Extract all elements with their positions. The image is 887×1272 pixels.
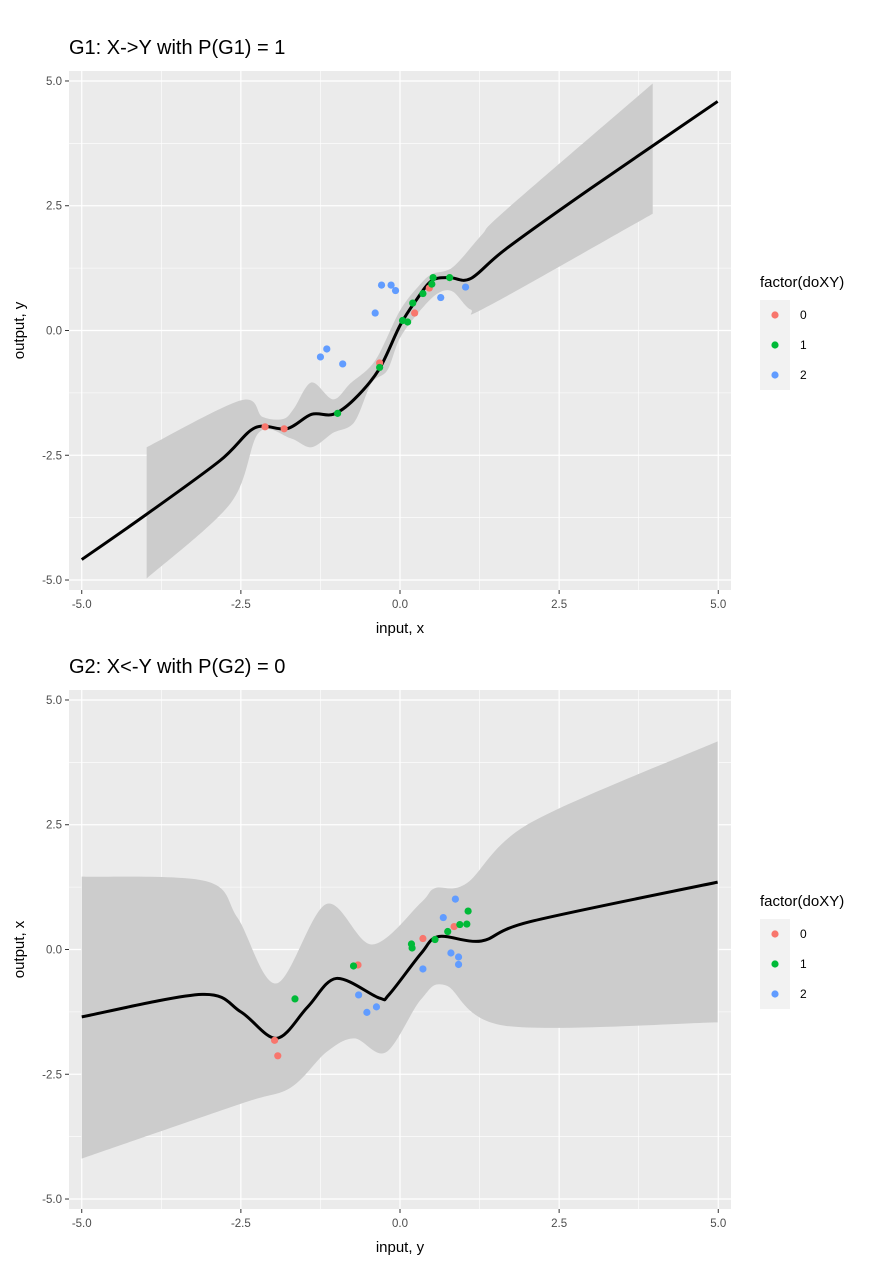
y-tick-label: 2.5: [46, 201, 62, 213]
data-point-level-1: [456, 920, 464, 929]
data-point-level-2: [372, 1003, 381, 1011]
y-tick-label: 2.5: [46, 820, 62, 832]
data-point-level-1: [446, 274, 454, 282]
data-point-level-2: [323, 345, 331, 353]
legend-title: factor(doXY): [760, 893, 844, 910]
data-point-level-2: [447, 949, 455, 957]
y-tick-label: 0.0: [46, 945, 62, 957]
x-tick-label: 2.5: [551, 1218, 567, 1230]
data-point-level-2: [454, 960, 463, 969]
legend-label: 1: [800, 957, 807, 971]
data-point-level-0: [280, 425, 288, 433]
data-point-level-1: [431, 935, 439, 944]
legend-title: factor(doXY): [760, 274, 844, 291]
legend-label: 2: [800, 987, 807, 1001]
data-point-level-0: [274, 1052, 282, 1060]
data-point-level-1: [464, 907, 472, 915]
data-point-level-1: [334, 409, 342, 417]
legend-label: 0: [800, 927, 807, 941]
legend-key-point-2: [771, 990, 779, 998]
legend: factor(doXY) 0 1 2: [760, 893, 844, 1009]
data-point-level-2: [363, 1008, 371, 1016]
data-point-level-1: [409, 299, 417, 307]
legend-key-point-1: [771, 960, 779, 968]
legend-key-point-0: [771, 311, 779, 319]
y-tick-label: -5.0: [42, 1194, 62, 1206]
y-axis-title: output, x: [11, 920, 28, 978]
confidence-ribbon: [81, 741, 718, 1159]
x-tick-label: 0.0: [392, 599, 408, 611]
legend-label: 0: [800, 308, 807, 322]
y-tick-label: -2.5: [42, 1069, 62, 1081]
data-point-level-2: [391, 286, 400, 295]
data-point-level-2: [439, 913, 447, 922]
legend-key-point-0: [771, 930, 779, 938]
y-tick-label: 5.0: [46, 76, 62, 88]
x-tick-label: -5.0: [72, 599, 92, 611]
y-axis-title: output, y: [11, 301, 28, 359]
data-point-level-1: [376, 363, 384, 372]
data-point-level-1: [408, 944, 416, 952]
x-tick-label: -5.0: [72, 1218, 92, 1230]
legend-label: 1: [800, 338, 807, 352]
confidence-ribbon: [146, 83, 653, 579]
panel-g2: G2: X<-Y with P(G2) = 0 -5.0 -2.5 0.0 2.5 5.0…: [11, 656, 844, 1256]
data-point-level-2: [387, 281, 395, 289]
x-tick-label: -2.5: [231, 599, 251, 611]
x-axis-title: input, y: [376, 1239, 425, 1256]
panel-g1: G1: X->Y with P(G1) = 1 -5.0 -2.5 0.0 2.5 5.0…: [11, 37, 844, 637]
y-tick-label: 5.0: [46, 695, 62, 707]
legend: factor(doXY) 0 1 2: [760, 274, 844, 390]
data-point-level-1: [428, 280, 436, 288]
data-point-level-2: [437, 293, 445, 302]
x-tick-label: 5.0: [710, 1218, 726, 1230]
data-point-level-2: [461, 283, 470, 291]
data-point-level-1: [349, 962, 358, 970]
chart-title: G2: X<-Y with P(G2) = 0: [69, 656, 285, 678]
data-point-level-1: [463, 920, 471, 928]
y-tick-label: 0.0: [46, 326, 62, 338]
data-point-level-0: [419, 934, 427, 943]
data-point-level-1: [419, 289, 427, 298]
x-tick-label: 5.0: [710, 599, 726, 611]
data-point-level-0: [271, 1036, 279, 1044]
y-tick-label: -2.5: [42, 450, 62, 462]
x-axis-title: input, x: [376, 620, 425, 637]
x-tick-label: 2.5: [551, 599, 567, 611]
y-tick-label: -5.0: [42, 575, 62, 587]
data-point-level-0: [411, 309, 419, 317]
data-point-level-2: [355, 991, 363, 999]
data-point-level-2: [451, 895, 459, 903]
data-point-level-1: [404, 318, 412, 326]
data-point-level-2: [377, 281, 386, 289]
data-point-level-2: [371, 309, 379, 317]
data-point-level-1: [444, 927, 452, 936]
mean-line: [81, 880, 718, 1040]
legend-key-point-2: [771, 371, 779, 379]
legend-key-point-1: [771, 341, 779, 349]
data-point-level-0: [450, 922, 458, 931]
data-point-level-2: [454, 953, 463, 961]
x-tick-label: 0.0: [392, 1218, 408, 1230]
data-point-level-1: [291, 995, 299, 1003]
chart-title: G1: X->Y with P(G1) = 1: [69, 37, 285, 59]
x-tick-label: -2.5: [231, 1218, 251, 1230]
data-point-level-2: [316, 353, 325, 361]
data-point-level-2: [419, 965, 427, 973]
mean-line: [80, 100, 719, 561]
data-point-level-0: [261, 423, 269, 431]
legend-label: 2: [800, 368, 807, 382]
data-point-level-2: [339, 360, 347, 368]
data-point-level-1: [429, 274, 437, 282]
